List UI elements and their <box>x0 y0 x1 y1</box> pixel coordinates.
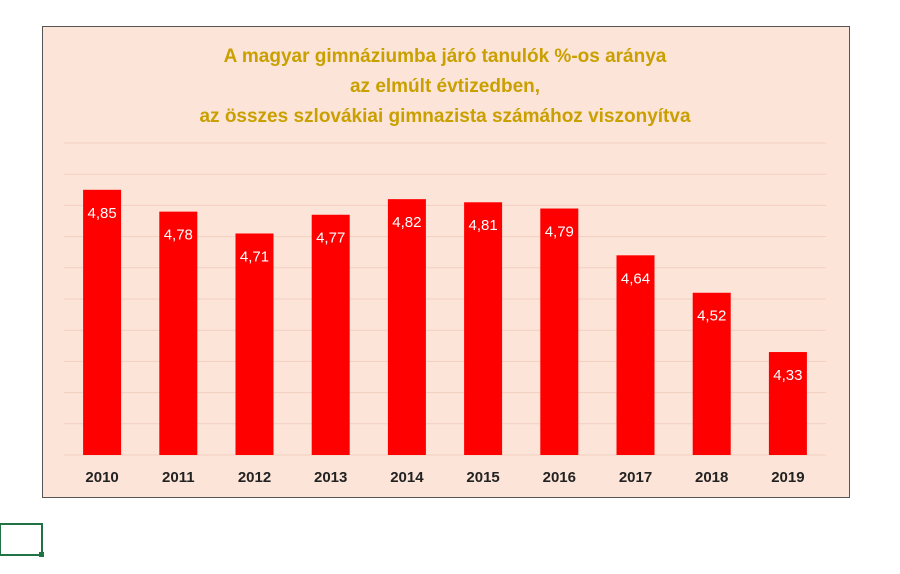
bar <box>464 202 503 455</box>
x-tick-label: 2017 <box>619 469 652 486</box>
x-tick-label: 2015 <box>466 469 499 486</box>
value-label: 4,78 <box>164 227 193 244</box>
value-label: 4,71 <box>240 248 269 265</box>
bar <box>311 214 350 455</box>
bar <box>83 189 122 456</box>
value-label: 4,52 <box>697 308 726 325</box>
bar <box>387 199 426 455</box>
bar <box>768 352 807 455</box>
value-label: 4,81 <box>468 217 497 234</box>
chart-title: az összes szlovákiai gimnazista számához… <box>199 106 690 127</box>
x-tick-label: 2013 <box>314 469 347 486</box>
chart-title: A magyar gimnáziumba járó tanulók %-os a… <box>224 46 667 67</box>
x-tick-label: 2016 <box>543 469 576 486</box>
x-tick-label: 2012 <box>238 469 271 486</box>
value-label: 4,33 <box>773 367 802 384</box>
value-label: 4,64 <box>621 270 650 287</box>
x-tick-label: 2011 <box>162 469 195 486</box>
cell-selection <box>0 523 43 556</box>
x-tick-label: 2014 <box>390 469 424 486</box>
bar <box>692 292 731 455</box>
value-label: 4,85 <box>87 205 116 222</box>
value-label: 4,77 <box>316 230 345 247</box>
value-label: 4,79 <box>545 223 574 240</box>
chart-title: az elmúlt évtizedben, <box>350 76 540 97</box>
bar <box>159 211 198 455</box>
x-tick-label: 2019 <box>771 469 804 486</box>
x-tick-label: 2010 <box>85 469 118 486</box>
fill-handle <box>39 552 44 557</box>
bar <box>616 255 655 455</box>
bar <box>540 208 579 455</box>
value-label: 4,82 <box>392 214 421 231</box>
bar <box>235 233 274 455</box>
x-tick-label: 2018 <box>695 469 728 486</box>
